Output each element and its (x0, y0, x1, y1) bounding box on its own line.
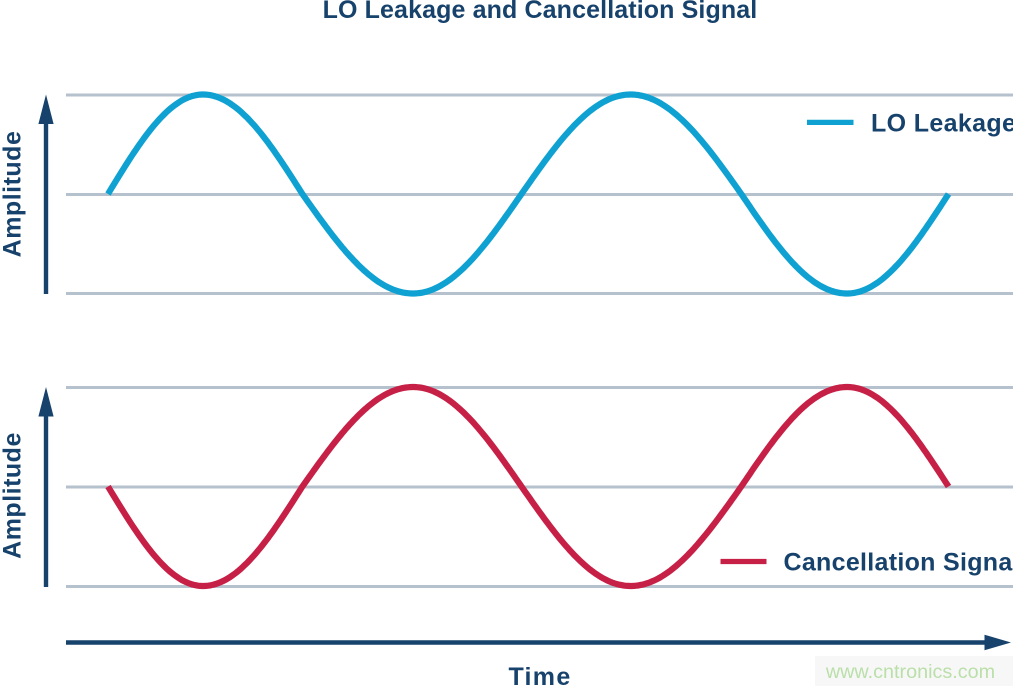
svg-text:Amplitude: Amplitude (0, 432, 27, 559)
svg-text:LO Leakage and Cancellation Si: LO Leakage and Cancellation Signal (323, 0, 758, 24)
svg-text:LO Leakage: LO Leakage (871, 110, 1013, 138)
svg-text:www.cntronics.com: www.cntronics.com (825, 661, 995, 683)
svg-text:Time: Time (508, 663, 571, 686)
svg-text:Amplitude: Amplitude (0, 131, 27, 258)
svg-text:Cancellation Signal: Cancellation Signal (784, 549, 1013, 577)
